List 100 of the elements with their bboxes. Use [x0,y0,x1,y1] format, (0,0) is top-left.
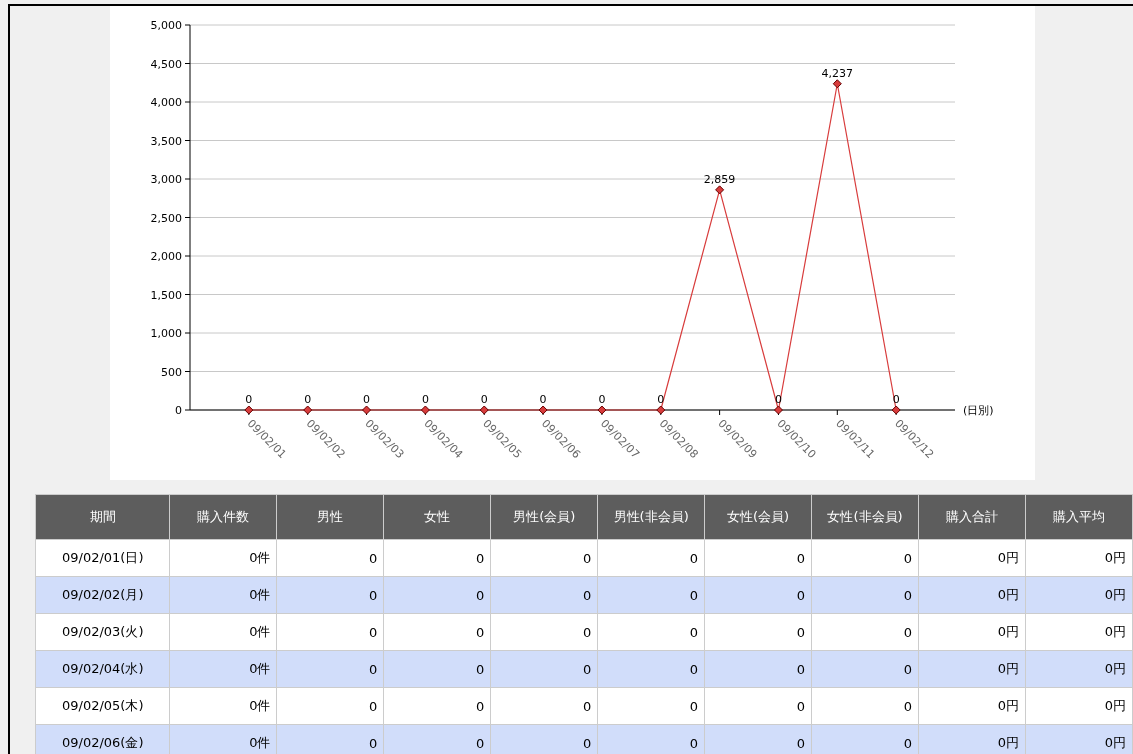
point [832,79,842,89]
category-label: 女性 [383,494,491,540]
data-label: 0 [421,393,429,406]
text: 0 [903,550,913,566]
x-axis-title: (日別) [963,404,994,417]
text: 0 [369,587,378,603]
y-tick-label: 1,500 [150,288,182,302]
category-label: 男性 [276,494,384,540]
point [303,405,313,415]
data-label: 2,859 [703,172,736,186]
text: 0 [903,698,913,714]
text: 0 [582,624,592,640]
y-tick-label: 500 [161,365,182,379]
point [479,405,489,415]
text: 0円 [997,587,1019,602]
text: 0 [369,624,378,640]
data-label: 0 [539,393,547,406]
data-label: 0 [598,393,606,406]
data-label: 0 [657,393,665,406]
text: 期間 [35,494,170,540]
text: 0円 [1104,735,1126,750]
category-label: 09/02/04(水) [61,661,144,676]
text: 0 [796,624,806,640]
category-label: 男性(会員) [490,494,598,540]
text: 0 [475,550,485,566]
text: 0円 [997,698,1019,713]
text: 0件 [249,587,271,602]
data-label: 0 [774,393,782,406]
text: 0件 [249,698,271,713]
category-label: 女性(非会員) [811,494,919,540]
y-tick-label: 5,000 [150,19,182,32]
text: 0 [475,587,485,603]
category-label: 購入合計 [918,494,1026,540]
y-tick-label: 4,500 [150,57,182,71]
text: 0 [475,698,485,714]
text: 0円 [1104,624,1126,639]
y-tick-label: 2,500 [150,211,182,225]
text: 0件 [249,735,271,750]
text: 0 [369,550,378,566]
text: 0円 [1104,587,1126,602]
point [244,405,254,415]
text: 0 [903,661,913,677]
text: 0件 [249,661,271,676]
category-label: 女性(会員) [704,494,812,540]
point [538,405,548,415]
text: 0 [582,661,592,677]
text: 0 [369,661,378,677]
category-label: 09/02/06(金) [61,735,144,750]
text: 0 [369,698,378,714]
text: 0円 [997,661,1019,676]
category-label: 09/02/03(火) [61,624,144,639]
point [362,405,372,415]
text: 0 [903,624,913,640]
category-label: 09/02/02(月) [61,587,144,602]
text: 0 [796,698,806,714]
text: 0円 [1104,550,1126,565]
y-tick-label: 3,500 [150,134,182,148]
data-label: 0 [363,393,371,406]
text: 0 [903,735,913,751]
point [773,405,783,415]
text: 0 [796,661,806,677]
data-label: 0 [480,393,488,406]
text: 0 [689,624,699,640]
data-label: 0 [304,393,312,406]
text: 0 [903,587,913,603]
point [420,405,430,415]
text: 0 [796,735,806,751]
text: 0 [689,698,699,714]
text: 0 [689,735,699,751]
text: 0円 [997,550,1019,565]
point [891,405,901,415]
category-label: 09/02/05(木) [61,698,144,713]
category-label: 購入件数 [169,494,277,540]
data-label: 4,237 [821,66,854,80]
category-label: 男性(非会員) [597,494,705,540]
data-label: 0 [892,393,900,406]
y-tick-label: 4,000 [150,96,182,109]
text: 0 [689,661,699,677]
text: 0円 [997,624,1019,639]
text: 0 [796,587,806,603]
text: 0 [689,587,699,603]
text: 0 [475,624,485,640]
text: 0 [475,661,485,677]
y-tick-label: 2,000 [150,250,182,263]
text: 0 [475,735,485,751]
y-tick-label: 1,000 [150,327,182,340]
y-tick-label: 0 [175,404,182,417]
text: 0 [582,698,592,714]
text: 0円 [1104,698,1126,713]
text: 0件 [249,624,271,639]
text: 0件 [249,550,271,565]
text: 0 [582,735,592,751]
category-label: 09/02/01(日) [61,550,144,565]
text: 0 [582,587,592,603]
point [715,185,725,195]
category-label: 購入平均 [1025,494,1133,540]
point [656,405,666,415]
text: 0 [582,550,592,566]
text: 0 [796,550,806,566]
data-label: 0 [245,393,253,406]
